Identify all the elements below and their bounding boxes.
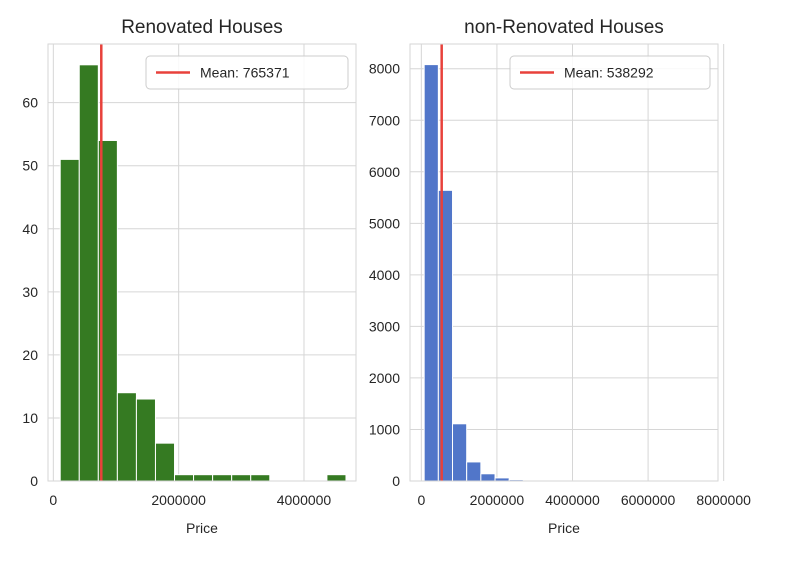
y-tick-label: 2000 [369,370,400,386]
chart-title: non-Renovated Houses [464,17,664,38]
x-tick-label: 4000000 [545,492,600,508]
y-tick-label: 60 [22,95,38,111]
histogram-bar [116,392,137,482]
x-tick-label: 0 [417,492,425,508]
x-axis-label: Price [186,520,218,536]
y-tick-label: 30 [22,284,38,300]
y-tick-label: 40 [22,221,38,237]
histogram-bar [212,474,233,482]
x-tick-label: 0 [49,492,57,508]
histogram-bar [135,398,156,482]
histogram-bar [250,474,271,482]
y-tick-label: 0 [30,473,38,489]
y-tick-label: 7000 [369,112,400,128]
histogram-bar [154,442,176,482]
chart-renovated-houses: 0 2000000 4000000 0 10 20 30 40 50 60 Renovated Ho… [22,17,357,536]
y-tick-label: 0 [392,473,400,489]
y-tick-label: 20 [22,347,38,363]
x-axis-label: Price [548,520,580,536]
legend-label: Mean: 765371 [200,65,290,81]
plot-frame [409,43,719,482]
y-tick-label: 6000 [369,164,400,180]
histogram-bar [78,64,99,482]
y-tick-label: 50 [22,158,38,174]
x-tick-label: 4000000 [277,492,332,508]
x-tick-label: 2000000 [470,492,525,508]
x-tick-label: 8000000 [696,492,751,508]
x-tick-label: 6000000 [621,492,676,508]
histogram-bar [480,473,496,482]
legend-box [145,55,349,90]
x-tick-label: 2000000 [151,492,206,508]
histogram-bar [231,474,252,482]
histogram-bar [452,423,468,482]
histogram-bar [193,474,214,482]
histogram-bar [423,64,439,482]
legend-box [509,55,711,90]
y-tick-label: 5000 [369,215,400,231]
y-tick-label: 1000 [369,421,400,437]
histogram-bar [59,158,80,482]
chart-non-renovated-houses: 0 2000000 4000000 6000000 8000000 0 1000 2000 30… [369,17,751,536]
histogram-bar [466,461,482,482]
y-tick-label: 4000 [369,267,400,283]
y-tick-label: 3000 [369,318,400,334]
legend-label: Mean: 538292 [564,65,654,81]
chart-title: Renovated Houses [121,17,283,38]
plot-frame [47,43,357,482]
y-tick-label: 10 [22,410,38,426]
histogram-bar [174,474,195,482]
y-tick-label: 8000 [369,61,400,77]
histogram-bar [326,474,347,482]
